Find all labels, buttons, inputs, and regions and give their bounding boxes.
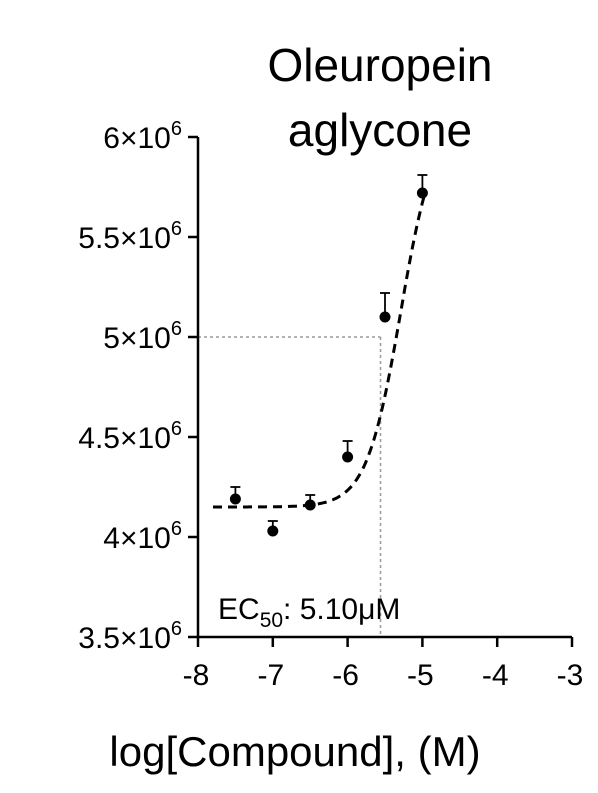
y-tick-exponent: 6 <box>171 518 182 540</box>
y-tick-exponent: 6 <box>171 418 182 440</box>
y-tick-label: 5.5×106 <box>78 218 182 255</box>
fit-curve <box>213 191 427 509</box>
x-tick-label: -5 <box>407 659 434 692</box>
y-tick-exponent: 6 <box>171 218 182 240</box>
y-tick-exponent: 6 <box>171 618 182 640</box>
data-point-marker <box>267 525 279 537</box>
y-tick-mantissa: 4×10 <box>103 522 171 555</box>
y-tick-label: 6×106 <box>103 118 182 155</box>
ec50-reference-lines <box>198 336 382 637</box>
chart-title-line-2: aglycone <box>288 104 472 156</box>
chart-title-line-1: Oleuropein <box>267 39 492 91</box>
data-point <box>229 486 241 505</box>
x-tick-label: -4 <box>482 659 509 692</box>
data-point-marker <box>342 451 354 463</box>
data-point <box>416 174 428 199</box>
ec50-prefix: EC <box>218 593 260 626</box>
x-tick-label: -8 <box>183 659 210 692</box>
data-point <box>304 494 316 511</box>
y-tick-mantissa: 6×10 <box>103 122 171 155</box>
y-tick-exponent: 6 <box>171 318 182 340</box>
y-tick-mantissa: 4.5×10 <box>78 422 171 455</box>
data-point-marker <box>304 499 316 511</box>
ec50-suffix: : 5.10μM <box>283 593 400 626</box>
y-tick-label: 4×106 <box>103 518 182 555</box>
x-tick-label: -7 <box>257 659 284 692</box>
y-tick-label: 5×106 <box>103 318 182 355</box>
x-tick-label: -3 <box>557 659 584 692</box>
ec50-subscript: 50 <box>260 609 283 632</box>
y-tick-exponent: 6 <box>171 118 182 140</box>
x-tick-label: -6 <box>332 659 359 692</box>
data-point-marker <box>416 187 428 199</box>
y-tick-label: 3.5×106 <box>78 618 182 655</box>
data-points-layer <box>229 174 428 537</box>
ec50-annotation: EC50: 5.10μM <box>218 593 400 632</box>
data-point <box>342 440 354 463</box>
fit-curve-layer <box>213 191 427 509</box>
x-axis-label: log[Compound], (M) <box>109 728 480 775</box>
data-point-marker <box>379 311 391 323</box>
y-tick-label: 4.5×106 <box>78 418 182 455</box>
data-point <box>267 520 279 537</box>
data-point <box>379 292 391 323</box>
data-point-marker <box>229 493 241 505</box>
y-tick-mantissa: 5×10 <box>103 322 171 355</box>
chart-title: Oleuropein aglycone <box>267 39 492 156</box>
y-tick-mantissa: 5.5×10 <box>78 222 171 255</box>
y-tick-mantissa: 3.5×10 <box>78 622 171 655</box>
